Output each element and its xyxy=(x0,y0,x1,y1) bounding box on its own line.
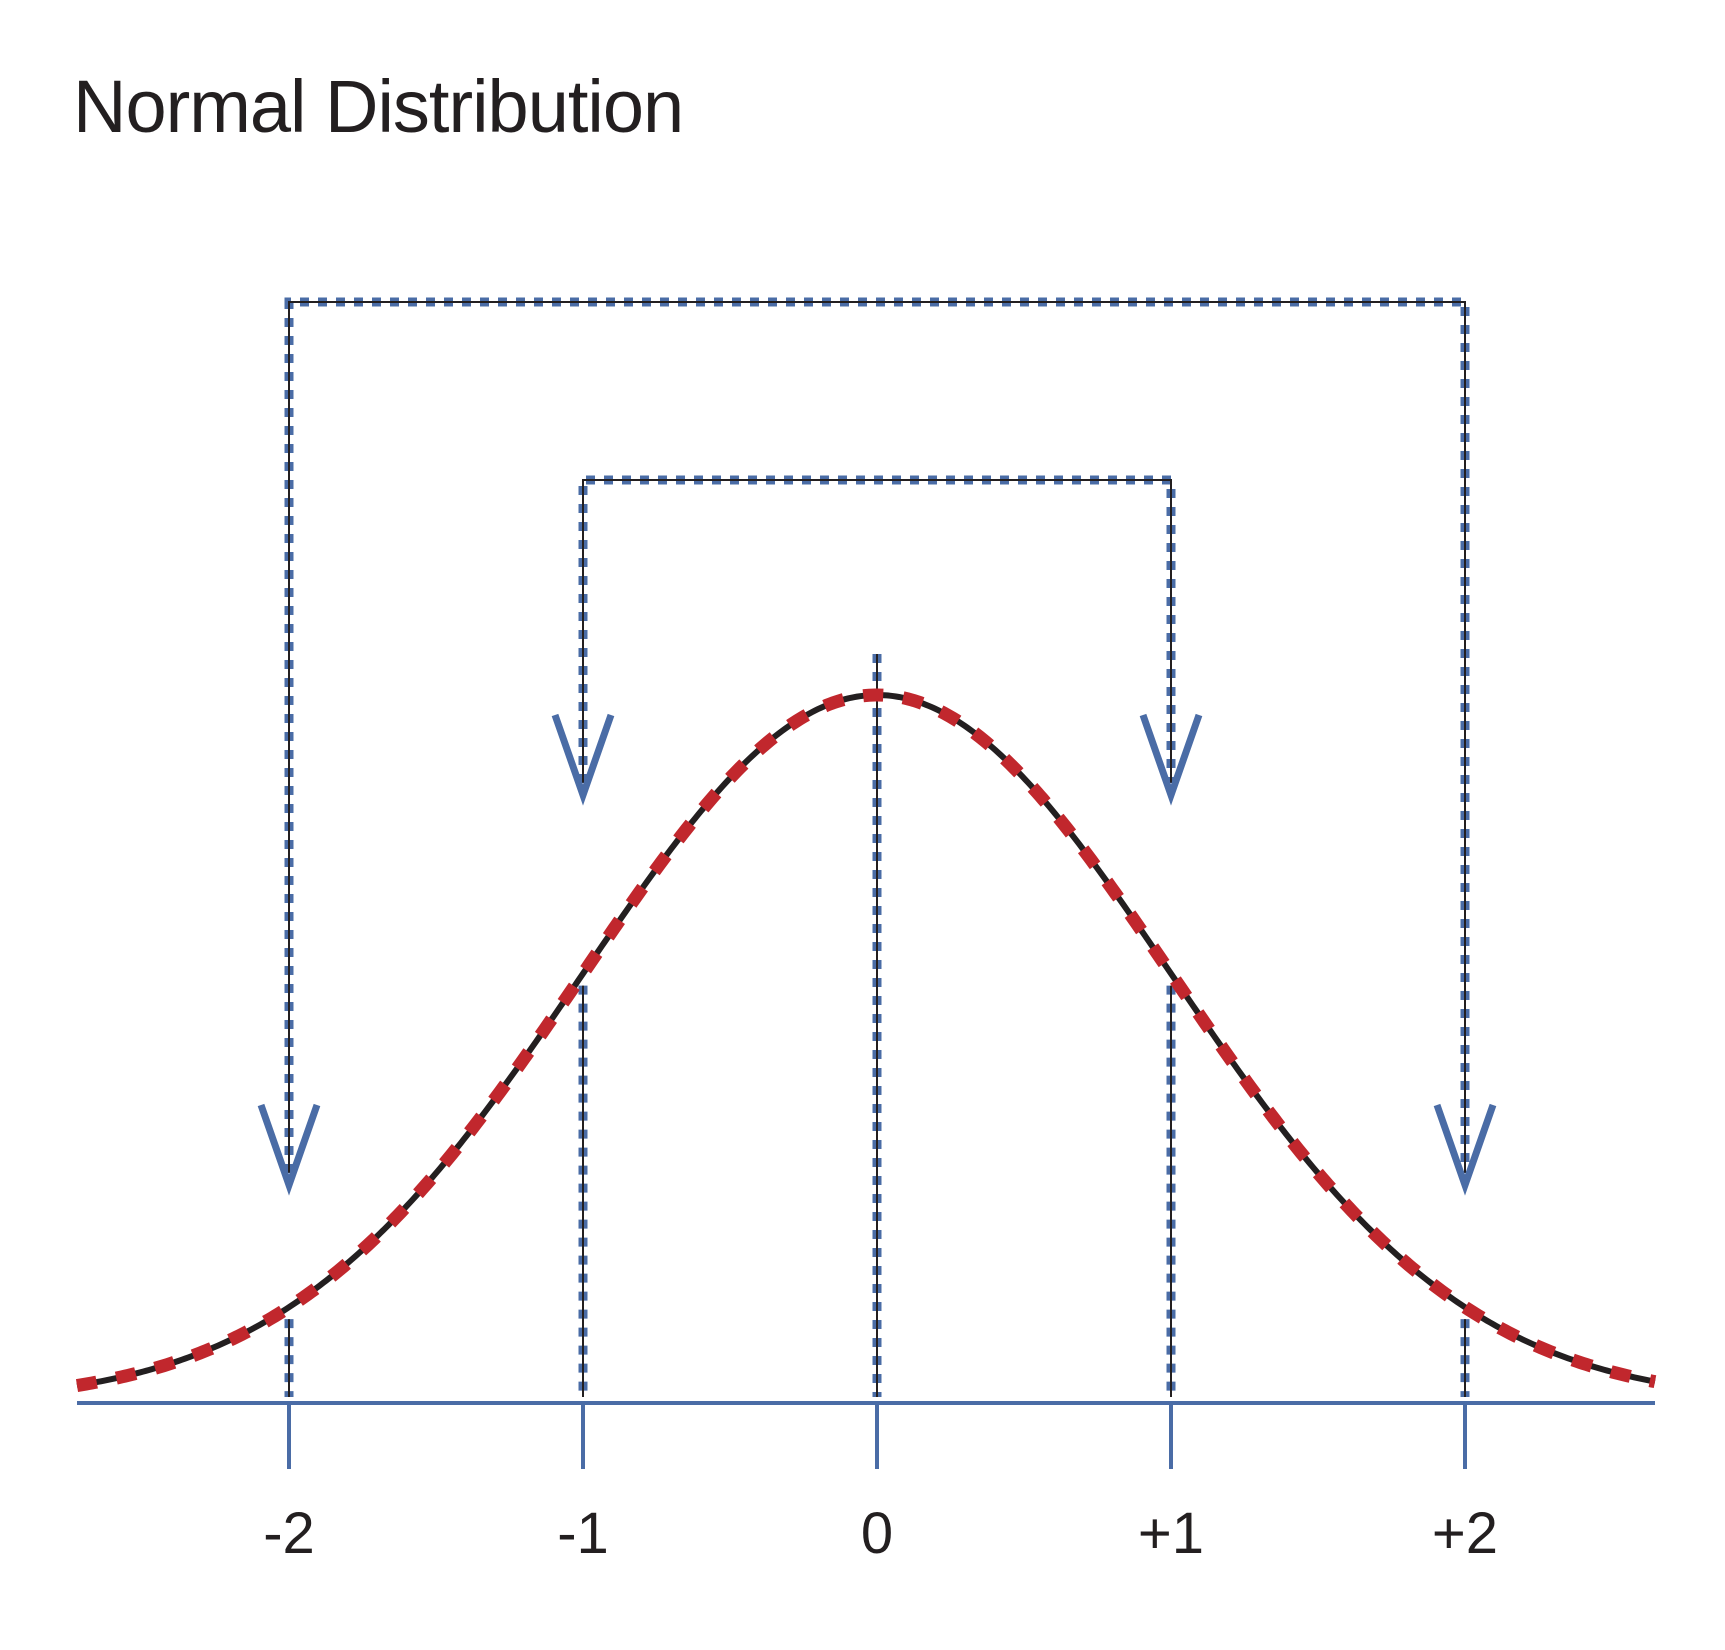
curve-red-dashes xyxy=(75,688,1657,1392)
tick-label-2: 0 xyxy=(861,1501,893,1566)
x-axis-tick-labels: -2 -1 0 +1 +2 xyxy=(263,1501,1498,1566)
bell-curve xyxy=(75,688,1657,1392)
arrowhead-down-icon-1sd-right xyxy=(1139,713,1203,806)
sd-bracket-connectors xyxy=(284,297,1470,1397)
tick-label-1: -1 xyxy=(557,1501,609,1566)
arrowhead-down-icon-2sd-right xyxy=(1433,1103,1497,1196)
arrowheads xyxy=(257,713,1497,1196)
bracket-2sd-top-core xyxy=(288,301,1466,1173)
arrowhead-down-icon-1sd-left xyxy=(551,713,615,806)
tick-label-0: -2 xyxy=(263,1501,315,1566)
tick-label-4: +2 xyxy=(1432,1501,1498,1566)
x-axis xyxy=(77,1401,1655,1469)
arrowhead-down-icon-2sd-left xyxy=(257,1103,321,1196)
bracket-1sd-top-core xyxy=(582,479,1172,783)
tick-label-3: +1 xyxy=(1138,1501,1204,1566)
diagram-title: Normal Distribution xyxy=(73,65,684,148)
curve-base-line xyxy=(76,691,1656,1389)
